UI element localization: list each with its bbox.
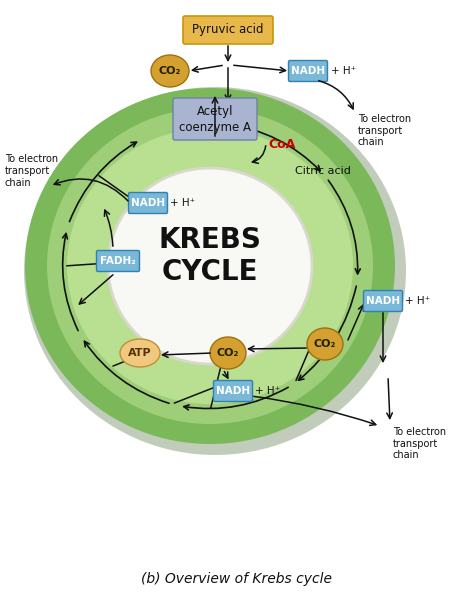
Text: (b) Overview of Krebs cycle: (b) Overview of Krebs cycle [142, 572, 332, 586]
Text: CO₂: CO₂ [217, 348, 239, 358]
Text: CO₂: CO₂ [159, 66, 181, 76]
FancyBboxPatch shape [289, 61, 328, 82]
Ellipse shape [25, 88, 395, 444]
FancyBboxPatch shape [183, 16, 273, 44]
Ellipse shape [24, 87, 406, 455]
Ellipse shape [108, 168, 312, 364]
Text: + H⁺: + H⁺ [331, 66, 356, 76]
Text: KREBS
CYCLE: KREBS CYCLE [159, 226, 262, 286]
Ellipse shape [210, 337, 246, 369]
Ellipse shape [67, 128, 353, 404]
FancyBboxPatch shape [97, 251, 139, 272]
Text: ATP: ATP [128, 348, 152, 358]
Text: NADH: NADH [216, 386, 250, 396]
Ellipse shape [307, 328, 343, 360]
Text: FADH₂: FADH₂ [100, 256, 136, 266]
Ellipse shape [120, 339, 160, 367]
Text: Pyruvic acid: Pyruvic acid [192, 23, 264, 37]
Text: CO₂: CO₂ [314, 339, 336, 349]
Ellipse shape [47, 108, 373, 424]
Text: To electron
transport
chain: To electron transport chain [5, 154, 58, 188]
Text: NADH: NADH [131, 198, 165, 208]
Ellipse shape [151, 55, 189, 87]
FancyBboxPatch shape [213, 380, 253, 401]
FancyBboxPatch shape [173, 98, 257, 140]
Text: To electron
transport
chain: To electron transport chain [358, 114, 411, 147]
Text: Citric acid: Citric acid [295, 166, 351, 176]
FancyBboxPatch shape [128, 192, 167, 213]
Text: + H⁺: + H⁺ [170, 198, 195, 208]
Text: To electron
transport
chain: To electron transport chain [393, 427, 446, 460]
Text: Acetyl
coenzyme A: Acetyl coenzyme A [179, 105, 251, 133]
Text: + H⁺: + H⁺ [405, 296, 430, 306]
Text: + H⁺: + H⁺ [255, 386, 280, 396]
FancyBboxPatch shape [364, 290, 402, 311]
Text: CoA: CoA [268, 138, 295, 151]
Text: NADH: NADH [291, 66, 325, 76]
Text: NADH: NADH [366, 296, 400, 306]
